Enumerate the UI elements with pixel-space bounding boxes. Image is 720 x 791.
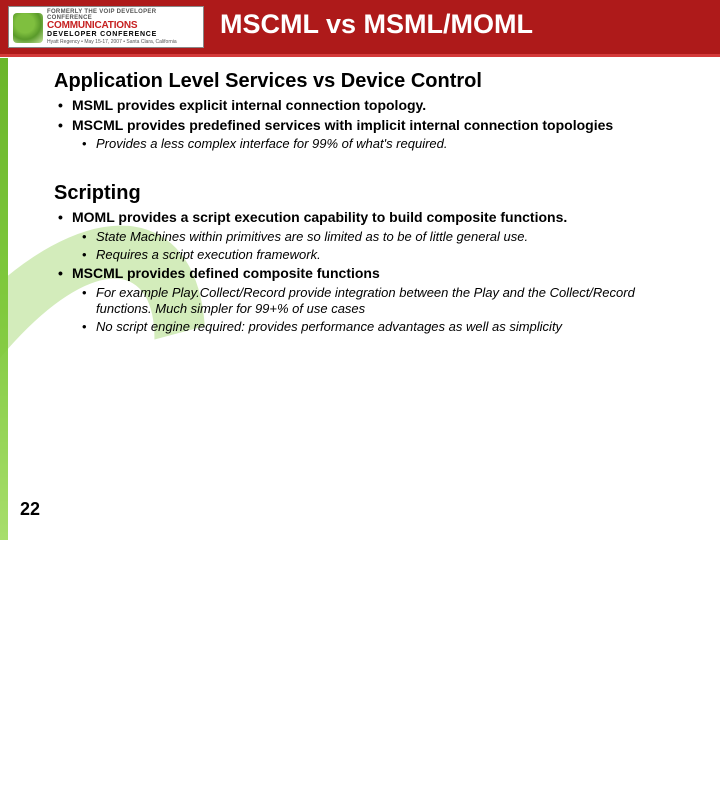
sub-bullet-item: Provides a less complex interface for 99…: [96, 136, 694, 152]
bullet-list: MOML provides a script execution capabil…: [54, 209, 694, 335]
logo-globe-icon: [13, 13, 43, 43]
page-number: 22: [20, 499, 40, 520]
bullet-item: MSCML provides predefined services with …: [72, 117, 694, 153]
sub-bullet-item: For example Play.Collect/Record provide …: [96, 285, 694, 318]
slide-content: Application Level Services vs Device Con…: [54, 70, 694, 338]
sub-bullet-list: State Machines within primitives are so …: [72, 229, 694, 264]
sub-bullet-item: State Machines within primitives are so …: [96, 229, 694, 245]
sub-bullet-list: For example Play.Collect/Record provide …: [72, 285, 694, 336]
bullet-item: MSML provides explicit internal connecti…: [72, 97, 694, 115]
logo-text: FORMERLY THE VOIP DEVELOPER CONFERENCE C…: [47, 9, 197, 45]
logo-word2: DEVELOPER CONFERENCE: [47, 31, 197, 39]
sub-bullet-item: Requires a script execution framework.: [96, 247, 694, 263]
sub-bullet-item: No script engine required: provides perf…: [96, 319, 694, 335]
bullet-text: MOML provides a script execution capabil…: [72, 209, 567, 225]
header-bar: FORMERLY THE VOIP DEVELOPER CONFERENCE C…: [0, 0, 720, 54]
header-underline: [0, 54, 720, 57]
bullet-text: MSCML provides predefined services with …: [72, 117, 613, 133]
logo-word1: COMMUNICATIONS: [47, 21, 197, 31]
conference-logo: FORMERLY THE VOIP DEVELOPER CONFERENCE C…: [8, 6, 204, 48]
bullet-item: MSCML provides defined composite functio…: [72, 265, 694, 335]
slide-title: MSCML vs MSML/MOML: [220, 9, 533, 40]
section-heading: Scripting: [54, 182, 694, 205]
bullet-list: MSML provides explicit internal connecti…: [54, 97, 694, 152]
bullet-item: MOML provides a script execution capabil…: [72, 209, 694, 263]
bullet-text: MSCML provides defined composite functio…: [72, 265, 380, 281]
sub-bullet-list: Provides a less complex interface for 99…: [72, 136, 694, 152]
logo-dateline: Hyatt Regency • May 15-17, 2007 • Santa …: [47, 39, 197, 45]
left-decoration: [0, 58, 30, 540]
section-heading: Application Level Services vs Device Con…: [54, 70, 694, 93]
